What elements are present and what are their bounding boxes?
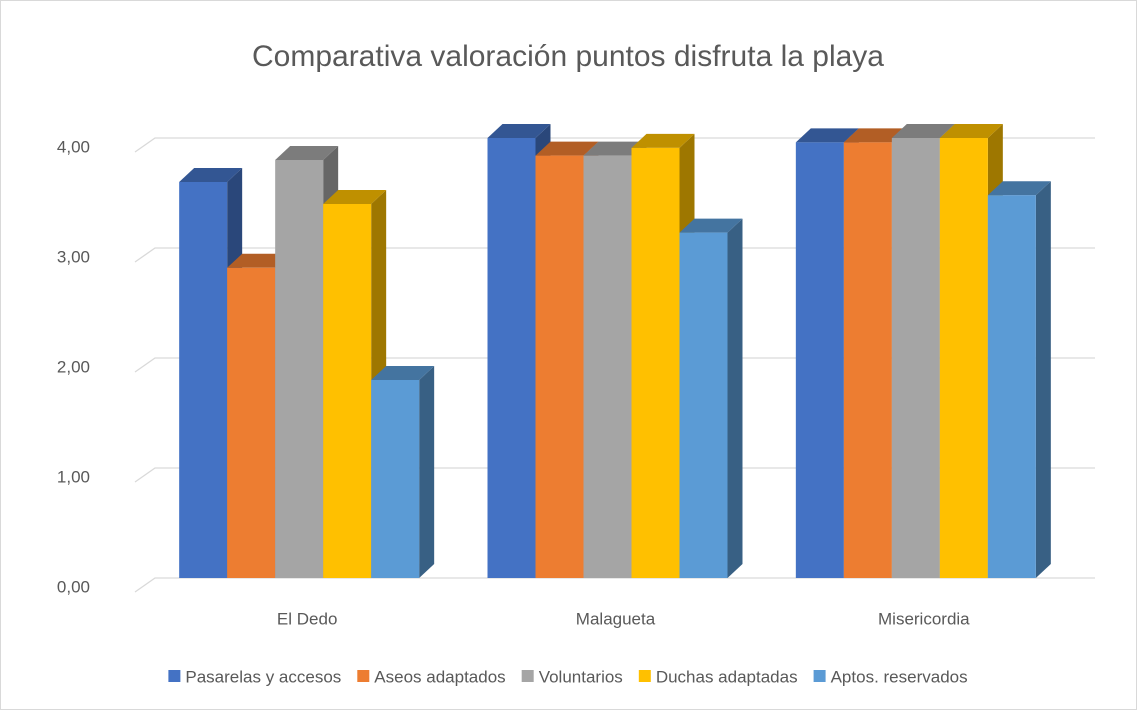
legend-label: Voluntarios bbox=[539, 667, 623, 686]
bar-top bbox=[371, 366, 435, 380]
legend-swatch bbox=[521, 670, 534, 682]
bar-top bbox=[179, 168, 243, 182]
y-tick-label: 3,00 bbox=[57, 247, 90, 266]
grid-line bbox=[134, 247, 1095, 263]
bar bbox=[227, 267, 276, 578]
bar-top bbox=[323, 190, 387, 204]
legend-label: Pasarelas y accesos bbox=[185, 667, 341, 686]
bar-top bbox=[891, 124, 955, 138]
bar-side bbox=[419, 366, 435, 578]
bar-top bbox=[227, 253, 291, 268]
legend-swatch bbox=[357, 670, 370, 682]
legend-label: Aseos adaptados bbox=[374, 667, 505, 686]
bar-side bbox=[1035, 181, 1051, 578]
legend-label: Duchas adaptadas bbox=[656, 667, 798, 686]
bar bbox=[371, 380, 420, 578]
bar-top bbox=[275, 146, 339, 160]
bar-top bbox=[631, 133, 695, 148]
bar bbox=[275, 160, 324, 578]
bar bbox=[535, 155, 584, 578]
bar-top bbox=[939, 124, 1003, 138]
bar-side bbox=[727, 218, 743, 578]
x-tick-label: Misericordia bbox=[878, 609, 970, 628]
bar bbox=[843, 142, 892, 578]
x-tick-label: Malagueta bbox=[576, 609, 656, 628]
bar-top bbox=[583, 141, 647, 156]
bar bbox=[487, 138, 536, 578]
bar-top bbox=[987, 181, 1051, 196]
bar bbox=[583, 155, 632, 578]
grid-line bbox=[134, 467, 1095, 483]
legend-swatch bbox=[813, 670, 826, 682]
grid-line bbox=[134, 357, 1095, 373]
bar-top bbox=[535, 141, 599, 156]
bar-top bbox=[795, 128, 859, 143]
bar-top bbox=[843, 128, 907, 143]
bar bbox=[179, 182, 228, 578]
grid-line bbox=[134, 137, 1095, 153]
y-tick-label: 1,00 bbox=[57, 467, 90, 486]
bar-top bbox=[487, 124, 551, 138]
bar-top bbox=[679, 218, 743, 233]
bar bbox=[891, 138, 940, 578]
y-tick-label: 0,00 bbox=[57, 577, 90, 596]
bar bbox=[679, 232, 728, 578]
x-tick-label: El Dedo bbox=[277, 609, 337, 628]
legend-label: Aptos. reservados bbox=[831, 667, 968, 686]
bar bbox=[939, 138, 988, 578]
y-tick-label: 4,00 bbox=[57, 137, 90, 156]
bar bbox=[323, 204, 372, 578]
legend-swatch bbox=[638, 670, 651, 682]
y-tick-label: 2,00 bbox=[57, 357, 90, 376]
grid-line bbox=[134, 577, 1095, 593]
bar bbox=[631, 147, 680, 578]
chart-title: Comparativa valoración puntos disfruta l… bbox=[252, 40, 884, 73]
legend-swatch bbox=[168, 670, 181, 682]
bar bbox=[795, 142, 844, 578]
bar bbox=[987, 195, 1036, 578]
